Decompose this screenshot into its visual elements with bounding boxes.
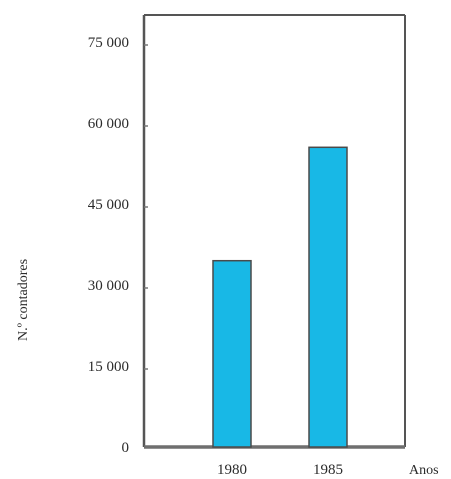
y-tick-label: 30 000 [88, 278, 129, 294]
x-tick-label: 1985 [313, 462, 343, 478]
bar-1985 [308, 146, 348, 448]
y-tick-label: 15 000 [88, 359, 129, 375]
x-axis-label: Anos [409, 463, 439, 478]
y-axis-label: N.º contadores [16, 259, 31, 341]
plot-frame [142, 14, 406, 449]
y-tick-label: 60 000 [88, 116, 129, 132]
x-tick-label: 1980 [217, 462, 247, 478]
y-tick-label: 0 [122, 440, 130, 456]
bar-1980 [212, 259, 252, 448]
y-axis-ticks: 0 15 000 30 000 45 000 60 000 75 000 [88, 35, 148, 456]
bars [212, 146, 348, 448]
x-axis-ticks: 1980 1985 [217, 462, 343, 478]
y-tick-label: 45 000 [88, 197, 129, 213]
y-tick-label: 75 000 [88, 35, 129, 51]
